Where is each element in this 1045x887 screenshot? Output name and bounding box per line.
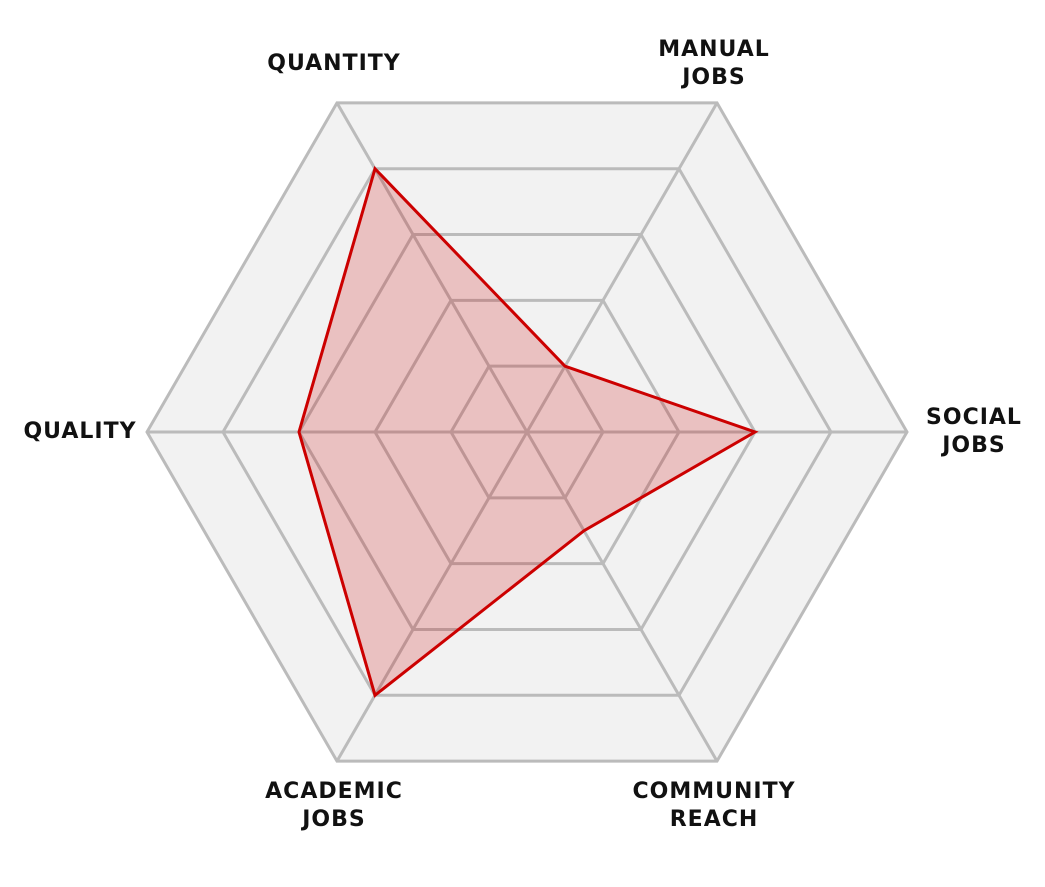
axis-label: SOCIAL JOBS [926,405,1022,458]
axis-label: QUALITY [23,419,136,444]
axis-label: ACADEMIC JOBS [265,779,403,832]
spoke [335,102,529,433]
axis-label: QUANTITY [267,51,401,76]
axis-label-line: COMMUNITY [632,779,795,804]
spoke [525,431,719,762]
spoke [525,102,719,433]
axis-label-line: QUALITY [23,419,136,444]
axis-label: MANUAL JOBS [658,37,770,90]
axis-label: COMMUNITY REACH [632,779,795,832]
axis-label-line: JOBS [300,807,366,832]
axis-label-line: JOBS [680,65,746,90]
axis-label-line: ACADEMIC [265,779,403,804]
axis-label-line: JOBS [940,433,1006,458]
axis-label-line: MANUAL [658,37,770,62]
axis-label-line: REACH [670,807,759,832]
radar-area [297,165,759,698]
axis-label-line: SOCIAL [926,405,1022,430]
axis-label-line: QUANTITY [267,51,401,76]
spoke [335,431,529,762]
